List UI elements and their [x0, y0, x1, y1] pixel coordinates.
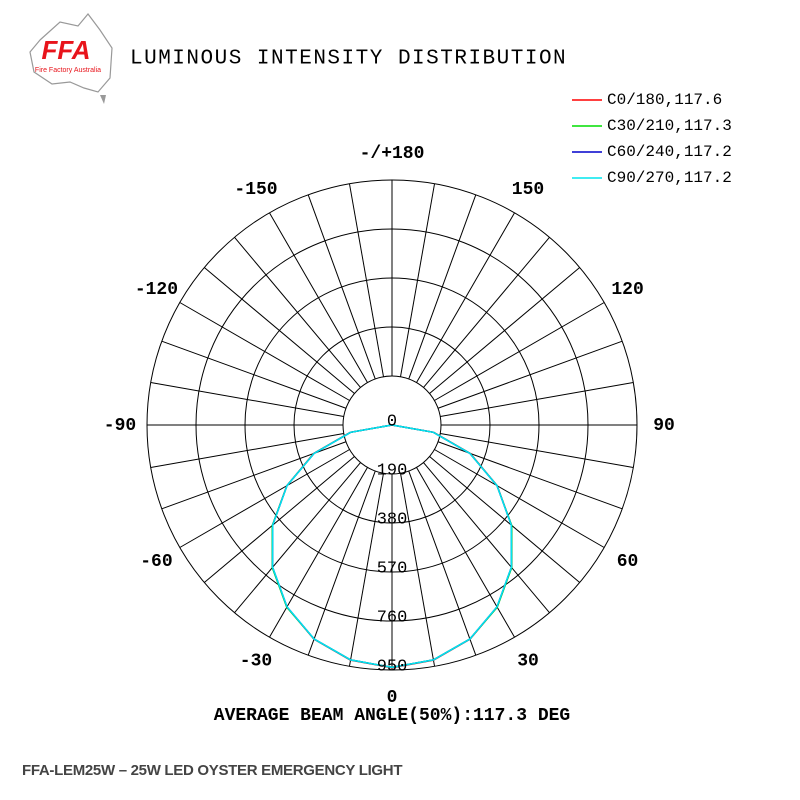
grid-spoke: [203, 267, 355, 394]
theta-tick-label: 60: [617, 552, 639, 572]
r-tick-label: 570: [377, 559, 408, 578]
r-tick-label: 950: [377, 657, 408, 676]
caption: FFA-LEM25W – 25W LED OYSTER EMERGENCY LI…: [22, 762, 402, 779]
grid-spoke: [408, 194, 477, 380]
theta-tick-label: -120: [135, 280, 178, 300]
grid-spoke: [150, 381, 344, 417]
grid-spoke: [348, 183, 384, 377]
grid-spoke: [179, 302, 350, 401]
grid-spoke: [307, 470, 376, 656]
logo: FFA Fire Factory Australia: [29, 13, 113, 104]
grid-spoke: [179, 449, 350, 548]
logo-mark: FFA: [41, 35, 90, 65]
theta-tick-label: 150: [512, 180, 544, 200]
grid-spoke: [434, 449, 605, 548]
legend-label: C60/240,117.2: [607, 143, 732, 161]
theta-tick-label: 0: [387, 688, 398, 708]
annotation: AVERAGE BEAM ANGLE(50%):117.3 DEG: [214, 706, 570, 726]
map-island: [100, 95, 106, 104]
r-tick-label: 0: [387, 412, 397, 431]
r-tick-label: 190: [377, 461, 408, 480]
grid-spoke: [400, 183, 436, 377]
grid-spoke: [423, 236, 550, 388]
legend-label: C0/180,117.6: [607, 91, 722, 109]
legend-label: C90/270,117.2: [607, 169, 732, 187]
theta-tick-label: -/+180: [360, 144, 425, 164]
grid-spoke: [416, 212, 515, 383]
grid-spoke: [429, 456, 581, 583]
theta-tick-label: 30: [517, 651, 539, 671]
grid-spoke: [307, 194, 376, 380]
theta-tick-label: -150: [234, 180, 277, 200]
chart-title: LUMINOUS INTENSITY DISTRIBUTION: [130, 48, 567, 71]
grid-spoke: [234, 462, 361, 614]
grid-spoke: [234, 236, 361, 388]
grid-spoke: [269, 212, 368, 383]
legend-label: C30/210,117.3: [607, 117, 732, 135]
grid-spoke: [434, 302, 605, 401]
grid-spoke: [408, 470, 477, 656]
theta-tick-label: 120: [611, 280, 643, 300]
grid-spoke: [161, 441, 347, 510]
r-tick-label: 380: [377, 510, 408, 529]
grid-spoke: [400, 473, 436, 667]
logo-subtitle: Fire Factory Australia: [35, 67, 101, 74]
grid-spoke: [437, 441, 623, 510]
grid-spoke: [440, 381, 634, 417]
grid-spoke: [440, 433, 634, 469]
theta-tick-label: -60: [140, 552, 172, 572]
grid-spoke: [423, 462, 550, 614]
grid-spoke: [348, 473, 384, 667]
map-outline: [29, 13, 113, 93]
grid-spoke: [269, 467, 368, 638]
theta-tick-label: -30: [240, 651, 272, 671]
r-tick-label: 760: [377, 608, 408, 627]
grid-spoke: [203, 456, 355, 583]
grid-spoke: [429, 267, 581, 394]
grid-spoke: [150, 433, 344, 469]
grid-spoke: [161, 340, 347, 409]
grid-spoke: [437, 340, 623, 409]
series-line: [271, 424, 513, 669]
grid-spoke: [416, 467, 515, 638]
theta-tick-label: 90: [653, 416, 675, 436]
theta-tick-label: -90: [104, 416, 136, 436]
